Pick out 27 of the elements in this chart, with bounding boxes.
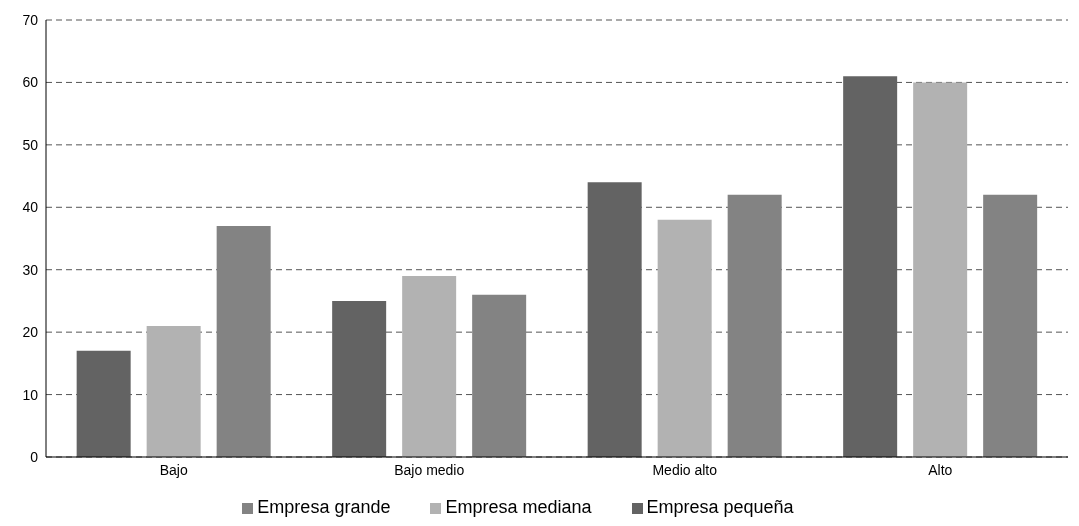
y-tick-label: 70 xyxy=(22,11,39,28)
bar xyxy=(76,350,131,457)
x-tick-label: Medio alto xyxy=(652,461,718,478)
y-tick-label: 60 xyxy=(22,74,39,91)
y-tick-label: 10 xyxy=(22,386,39,403)
bar xyxy=(983,194,1038,457)
y-tick-label: 50 xyxy=(22,136,39,153)
x-tick-label: Bajo xyxy=(159,461,188,478)
bar xyxy=(727,194,782,457)
y-tick-label: 0 xyxy=(30,448,39,465)
y-tick-label: 30 xyxy=(22,261,39,278)
legend-label: Empresa mediana xyxy=(445,497,592,517)
bar xyxy=(216,226,271,457)
x-tick-label: Bajo medio xyxy=(394,461,465,478)
y-tick-label: 20 xyxy=(22,324,39,341)
x-tick-label: Alto xyxy=(928,461,953,478)
bar xyxy=(146,325,201,457)
bar xyxy=(587,182,642,457)
legend-label: Empresa pequeña xyxy=(646,497,794,517)
bar xyxy=(472,294,527,457)
legend-label: Empresa grande xyxy=(257,497,391,517)
y-tick-label: 40 xyxy=(22,199,39,216)
bar xyxy=(913,82,968,457)
bar xyxy=(402,275,457,457)
bar xyxy=(657,219,712,457)
bar xyxy=(843,76,898,457)
bar xyxy=(332,300,387,457)
